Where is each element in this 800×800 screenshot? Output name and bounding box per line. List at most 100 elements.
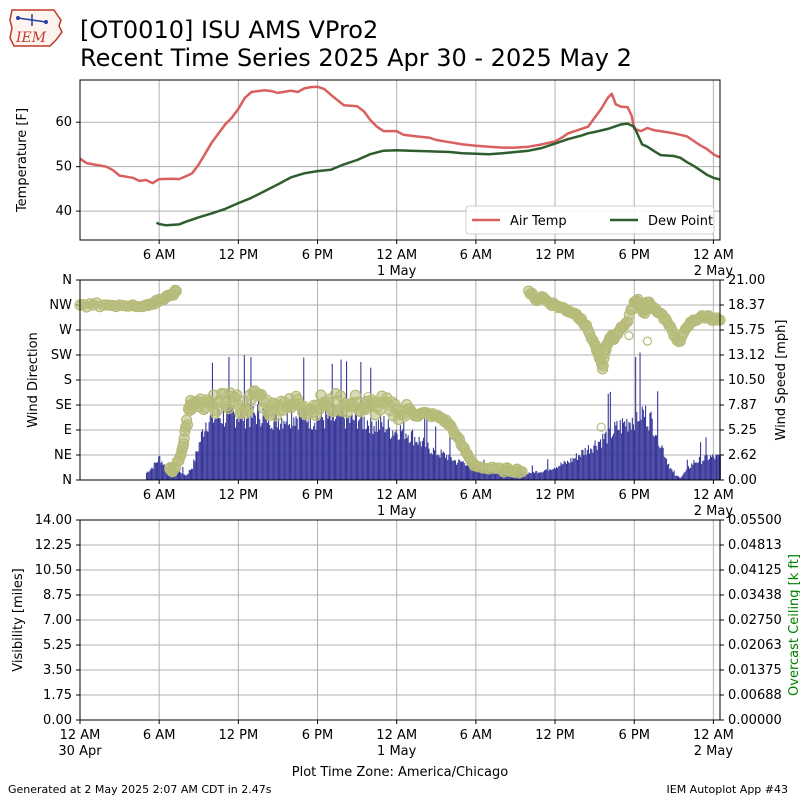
wind-speed-bar	[582, 450, 584, 480]
wind-speed-bar	[578, 455, 580, 480]
wind-speed-bar	[470, 461, 472, 480]
wind-speed-bar	[357, 428, 359, 480]
wind-speed-bar	[240, 409, 242, 480]
wind-speed-bar	[301, 409, 303, 480]
wind-speed-bar	[459, 460, 461, 480]
wind-speed-bar	[333, 421, 335, 480]
wind-speed-bar	[648, 430, 650, 480]
wind-speed-bar	[612, 435, 614, 480]
wind-speed-bar	[179, 470, 181, 480]
wind-speed-bar	[541, 472, 543, 480]
wind-speed-bar	[233, 413, 235, 480]
wind-speed-bar	[707, 460, 709, 480]
direction-tick-label: W	[59, 323, 72, 338]
wind-speed-bar	[410, 431, 412, 480]
wind-speed-bar	[255, 424, 257, 480]
wind-speed-bar	[151, 467, 153, 480]
wind-speed-bar	[314, 422, 316, 480]
wind-speed-bar	[213, 422, 215, 480]
ceiling-tick-label: 0.03438	[728, 588, 782, 603]
wind-speed-bar	[562, 463, 564, 480]
wind-speed-bar	[169, 473, 171, 480]
wind-speed-bar	[421, 441, 423, 480]
wind-speed-bar	[257, 404, 259, 480]
wind-speed-bar	[258, 400, 260, 480]
wind-speed-bar	[231, 408, 233, 480]
wind-speed-bar	[377, 419, 379, 480]
wind-speed-bar	[708, 458, 710, 480]
wind-speed-bar	[643, 417, 645, 480]
ceiling-tick-label: 0.02063	[728, 638, 782, 653]
wind-speed-bar	[645, 405, 647, 480]
wind-speed-bar	[312, 429, 314, 480]
wind-speed-bar	[175, 474, 177, 480]
wind-speed-bar	[673, 470, 675, 480]
wind-speed-bar	[297, 429, 299, 480]
wind-speed-bar	[266, 422, 268, 480]
wind-speed-bar	[432, 447, 434, 480]
wind-speed-bar	[590, 448, 592, 480]
x-tick-label: 12 AM	[693, 488, 734, 503]
wind-speed-bar	[214, 419, 216, 480]
wind-speed-bar	[302, 419, 304, 480]
wind-speed-bar	[308, 428, 310, 480]
x-tick-label: 12 PM	[218, 728, 258, 743]
wind-speed-bar	[680, 477, 682, 480]
wind-speed-bar	[457, 462, 459, 480]
wind-direction-marker	[242, 405, 254, 417]
wind-speed-bar	[575, 453, 577, 480]
wind-speed-bar	[647, 426, 649, 480]
wind-speed-bar	[388, 427, 390, 480]
wind-speed-bar	[413, 445, 415, 480]
wind-speed-bar	[383, 416, 385, 480]
wind-speed-bar	[530, 473, 532, 480]
wind-speed-bar	[630, 429, 632, 480]
wind-speed-bar	[449, 436, 451, 480]
wind-speed-bar	[570, 458, 572, 480]
wind-speed-bar	[339, 416, 341, 480]
wind-speed-bar	[283, 420, 285, 480]
wind-speed-bar	[532, 471, 534, 480]
plot-frame	[79, 79, 721, 241]
wind-speed-bar	[698, 457, 700, 480]
wind-speed-bar	[387, 419, 389, 480]
wind-speed-bar	[328, 408, 330, 480]
wind-speed-bar	[558, 465, 560, 480]
wind-speed-bar	[601, 447, 603, 480]
wind-speed-bar	[695, 462, 697, 480]
y-axis-label: Temperature [F]	[15, 108, 30, 213]
chart-subtitle: Recent Time Series 2025 Apr 30 - 2025 Ma…	[80, 44, 632, 72]
wind-speed-bar	[269, 425, 271, 480]
wind-speed-bar	[609, 391, 611, 480]
wind-direction-outlier	[642, 336, 653, 346]
wind-speed-bar	[396, 433, 398, 480]
wind-speed-bar	[703, 460, 705, 480]
wind-speed-bar	[441, 453, 443, 480]
ceiling-tick-label: 0.02750	[728, 613, 782, 628]
legend-label: Dew Point	[648, 214, 713, 229]
wind-speed-bar	[593, 445, 595, 480]
wind-speed-bar	[635, 357, 637, 480]
wind-speed-bar	[479, 469, 481, 480]
wind-speed-bar	[166, 470, 168, 480]
wind-direction-outlier	[596, 422, 606, 432]
wind-speed-bar	[352, 419, 354, 480]
wind-speed-bar	[347, 417, 349, 480]
wind-speed-bar	[678, 476, 680, 480]
wind-speed-bar	[329, 414, 331, 480]
wind-speed-bar	[373, 426, 375, 480]
x-tick-sublabel: 1 May	[377, 264, 417, 279]
x-tick-label: 6 AM	[460, 248, 493, 263]
wind-speed-bar	[602, 433, 604, 480]
wind-speed-bar	[694, 462, 696, 480]
wind-speed-bar	[716, 455, 718, 480]
wind-speed-bar	[559, 466, 561, 480]
plot-frame	[79, 519, 721, 721]
direction-tick-label: SW	[51, 348, 72, 363]
wind-speed-bar	[505, 475, 507, 480]
ceiling-tick-label: 0.04813	[728, 538, 782, 553]
wind-speed-bar	[317, 418, 319, 480]
wind-speed-bar	[280, 423, 282, 480]
wind-speed-bar	[476, 467, 478, 480]
wind-speed-bar	[624, 421, 626, 480]
